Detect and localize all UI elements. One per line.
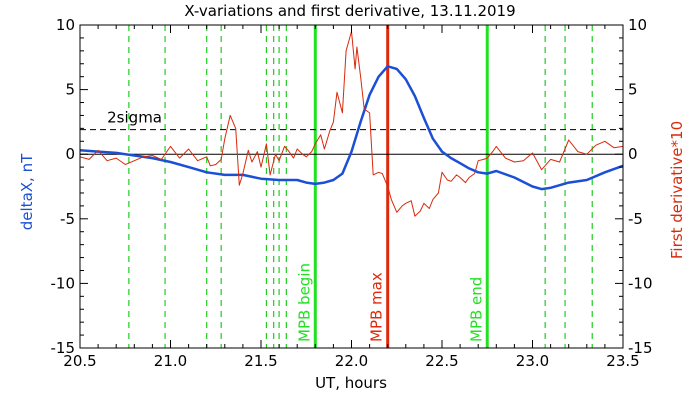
x-tick-label: 23.5 [606, 352, 639, 370]
x-tick-label: 22.0 [335, 352, 368, 370]
left-y-tick-label: -15 [51, 339, 76, 357]
right-y-tick-label: 10 [628, 16, 647, 34]
x-tick-label: 22.5 [425, 352, 458, 370]
series-layer [80, 31, 623, 217]
event-label: MPB end [467, 277, 485, 342]
x-axis-label: UT, hours [315, 374, 387, 392]
event-label: MPB begin [295, 263, 313, 342]
left-y-axis-ticks: 10 5 0 -5 -10 -15 [51, 16, 88, 357]
left-y-tick-label: -5 [60, 210, 75, 228]
vertical-markers: MPB begin MPB max MPB end [128, 25, 593, 348]
x-tick-label: 21.5 [244, 352, 277, 370]
plot-frame [79, 24, 624, 349]
right-y-tick-label: 0 [628, 145, 638, 163]
left-y-tick-label: 10 [56, 16, 75, 34]
right-y-tick-label: -15 [628, 339, 653, 357]
x-tick-label: 23.0 [516, 352, 549, 370]
chart-title: X-variations and first derivative, 13.11… [184, 2, 515, 20]
two-sigma-label: 2sigma [107, 109, 162, 127]
event-label: MPB max [368, 272, 386, 342]
left-y-tick-label: 5 [65, 81, 75, 99]
right-y-axis-label: First derivative*10 [668, 121, 686, 259]
right-y-axis-ticks: 10 5 0 -5 -10 -15 [615, 16, 653, 357]
x-tick-label: 20.5 [63, 352, 96, 370]
left-y-tick-label: 0 [65, 145, 75, 163]
derivative-series-line [80, 31, 623, 217]
x-axis-ticks: 20.5 21.0 21.5 22.0 22.5 23.0 23.5 [63, 25, 640, 370]
left-y-axis-label: deltaX, nT [18, 153, 36, 230]
right-y-tick-label: -5 [628, 210, 643, 228]
x-tick-label: 21.0 [154, 352, 187, 370]
right-y-tick-label: -10 [628, 274, 653, 292]
right-y-tick-label: 5 [628, 81, 638, 99]
deltaX-series-line [80, 65, 623, 191]
left-y-tick-label: -10 [51, 274, 76, 292]
